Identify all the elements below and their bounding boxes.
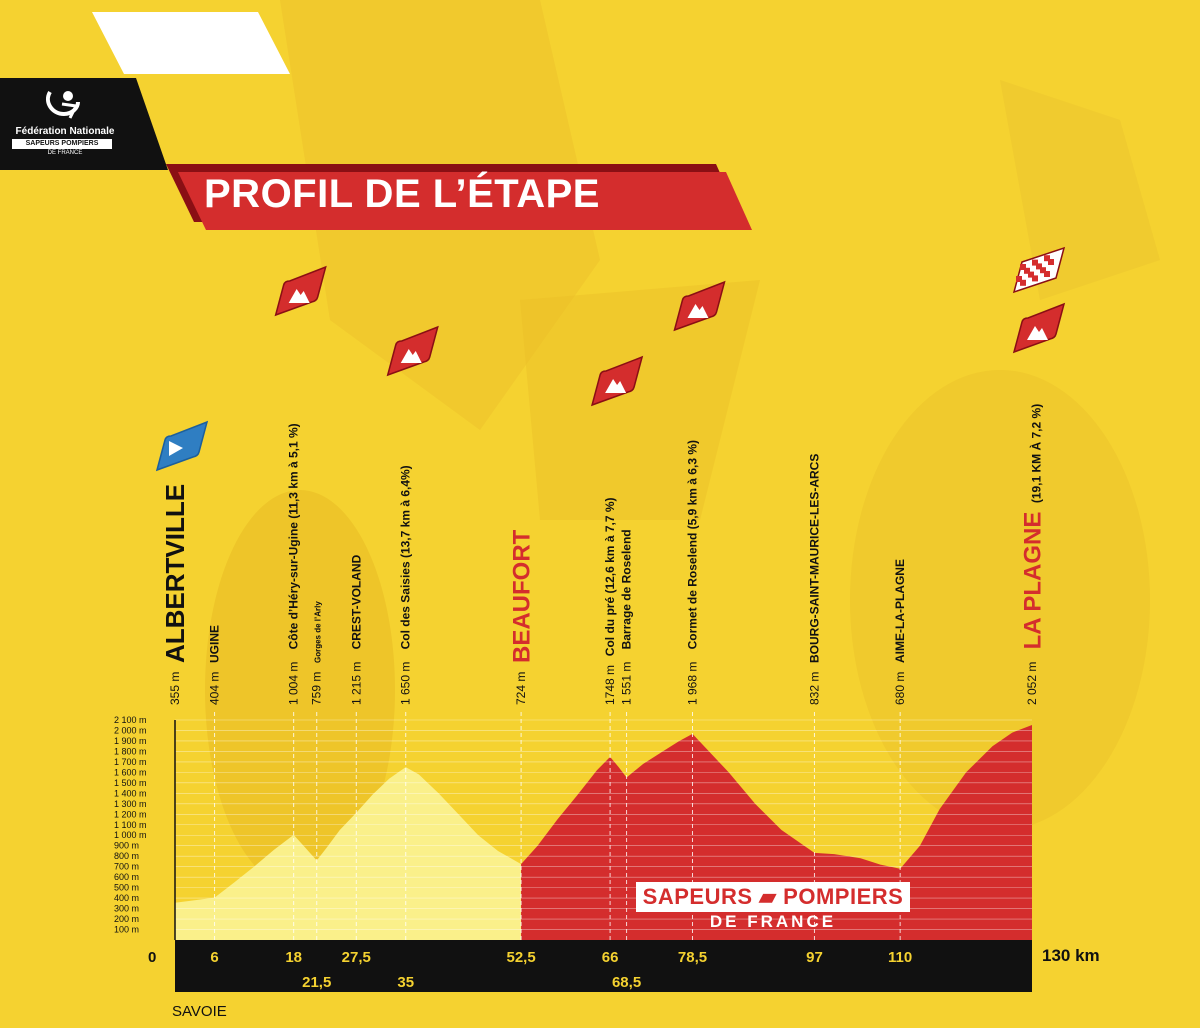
y-tick-label: 1 300 m: [114, 799, 147, 809]
checker-cell: [1036, 263, 1042, 270]
y-tick-label: 600 m: [114, 872, 139, 882]
y-tick-label: 400 m: [114, 893, 139, 903]
y-tick-label: 1 100 m: [114, 820, 147, 830]
y-tick-label: 800 m: [114, 851, 139, 861]
altitude-label: 759 m: [310, 672, 324, 705]
logo-icon: [45, 90, 80, 119]
altitude-label: 1 215 m: [349, 662, 363, 705]
km-label: 97: [806, 949, 823, 966]
play-icon: [169, 441, 183, 456]
checker-cell: [1032, 275, 1038, 282]
checker-cell: [1028, 271, 1034, 278]
altitude-label: 404 m: [208, 672, 222, 705]
region-label: SAVOIE: [172, 1003, 227, 1020]
y-tick-label: 1 500 m: [114, 778, 147, 788]
altitude-label: 1748 m: [603, 665, 617, 705]
mountain-icon: [288, 289, 310, 303]
km-label: 6: [210, 949, 218, 966]
checker-cell: [1040, 267, 1046, 274]
mountain-icon: [605, 379, 627, 393]
page-title: PROFIL DE L’ÉTAPE: [204, 172, 600, 216]
checker-cell: [1044, 271, 1050, 277]
org-line1: Fédération Nationale: [15, 126, 115, 137]
altitude-label: 1 650 m: [399, 662, 413, 705]
y-tick-label: 300 m: [114, 904, 139, 914]
km-label: 52,5: [506, 949, 535, 966]
waypoint-name: BEAUFORT: [508, 529, 535, 663]
climb-flag: [1012, 302, 1066, 354]
altitude-label: 724 m: [514, 672, 528, 705]
y-tick-label: 1 700 m: [114, 757, 147, 767]
y-tick-label: 100 m: [114, 925, 139, 935]
checker-cell: [1044, 255, 1050, 262]
y-tick-label: 1 600 m: [114, 767, 147, 777]
climb-flag: [590, 355, 644, 407]
profile-area-1: [175, 767, 522, 940]
km-label: 110: [888, 949, 912, 966]
y-tick-label: 1 200 m: [114, 809, 147, 819]
mountain-icon: [1027, 326, 1048, 340]
km-label: 21,5: [302, 974, 331, 991]
y-tick-label: 2 100 m: [114, 715, 147, 725]
checker-cell: [1020, 264, 1026, 270]
waypoint-name: ALBERTVILLE: [160, 484, 190, 663]
waypoint-name: LA PLAGNE: [1019, 512, 1046, 650]
km-label: 66: [602, 949, 619, 966]
checker-cell: [1048, 259, 1054, 265]
y-tick-label: 1 900 m: [114, 736, 147, 746]
km-label: 78,5: [678, 949, 707, 966]
y-tick-label: 2 000 m: [114, 725, 147, 735]
km-label: 27,5: [342, 949, 371, 966]
waypoint-extra: (19,1 KM À 7,2 %): [1028, 404, 1043, 503]
altitude-label: 1 551 m: [620, 662, 634, 705]
y-tick-label: 1 400 m: [114, 788, 147, 798]
climb-flag: [274, 265, 327, 317]
title-banner: [160, 160, 760, 240]
y-tick-label: 200 m: [114, 914, 139, 924]
checker-cell: [1024, 267, 1030, 274]
climb-flag: [386, 325, 439, 377]
altitude-label: 1 004 m: [287, 662, 301, 705]
waypoint-name: Col des Saisies (13,7 km à 6,4%): [399, 465, 413, 649]
altitude-label: 1 968 m: [685, 662, 699, 705]
y-tick-label: 1 800 m: [114, 746, 147, 756]
waypoint-name: Col du pré (12,6 km à 7,7 %): [603, 497, 617, 656]
brand-line2: DE FRANCE: [709, 912, 837, 931]
altitude-label: 680 m: [893, 672, 907, 705]
climb-flag: [673, 280, 726, 332]
org-line2: SAPEURS POMPIERS: [12, 139, 112, 149]
y-tick-label: 700 m: [114, 862, 139, 872]
altitude-label: 355 m: [168, 672, 182, 705]
waypoint-name: BOURG-SAINT-MAURICE-LES-ARCS: [807, 454, 821, 663]
x-origin-label: 0: [148, 949, 156, 966]
altitude-label: 832 m: [807, 672, 821, 705]
checker-cell: [1032, 259, 1038, 266]
km-label: 68,5: [612, 974, 641, 991]
km-label: 35: [397, 974, 414, 991]
org-line3: DE FRANCE: [47, 150, 83, 156]
checker-cell: [1020, 279, 1026, 286]
km-label: 18: [285, 949, 302, 966]
waypoint-name: CREST-VOLAND: [349, 554, 363, 649]
mountain-icon: [687, 304, 709, 318]
y-tick-label: 900 m: [114, 841, 139, 851]
x-axis-band: [175, 940, 1032, 992]
y-tick-label: 1 000 m: [114, 830, 147, 840]
waypoint-name: UGINE: [208, 625, 222, 663]
brand-line1: SAPEURS ▰ POMPIERS: [636, 882, 910, 912]
start-flag: [155, 420, 209, 472]
distance-total: 130 km: [1042, 946, 1100, 965]
altitude-label: 2 052 m: [1025, 662, 1039, 705]
waypoint-name: Gorges de l’Arly: [314, 601, 323, 663]
waypoint-name: Cormet de Roselend (5,9 km à 6,3 %): [685, 440, 699, 649]
tab-shape: [0, 0, 300, 80]
mountain-icon: [400, 349, 422, 363]
waypoint-name: Côte d’Héry-sur-Ugine (11,3 km à 5,1 %): [287, 423, 301, 649]
waypoint-name: AIME-LA-PLAGNE: [893, 559, 907, 663]
waypoint-name: Barrage de Roselend: [620, 529, 634, 649]
checker-cell: [1016, 276, 1022, 282]
y-tick-label: 500 m: [114, 883, 139, 893]
